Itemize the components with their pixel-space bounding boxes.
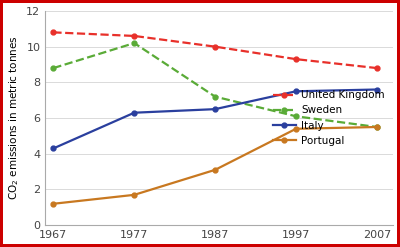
United Kingdom [132, 35, 137, 38]
United Kingdom [51, 31, 56, 34]
Line: Italy: Italy [51, 87, 379, 151]
Line: United Kingdom: United Kingdom [51, 30, 379, 70]
Sweden [132, 41, 137, 44]
Line: Portugal: Portugal [51, 124, 379, 206]
Legend: United Kingdom, Sweden, Italy, Portugal: United Kingdom, Sweden, Italy, Portugal [270, 87, 388, 149]
Portugal [374, 125, 379, 128]
Italy [51, 147, 56, 150]
Portugal [51, 202, 56, 205]
United Kingdom [374, 67, 379, 70]
Portugal [132, 193, 137, 196]
Italy [213, 108, 218, 111]
Line: Sweden: Sweden [51, 41, 379, 129]
Sweden [294, 115, 298, 118]
United Kingdom [294, 58, 298, 61]
Italy [294, 90, 298, 93]
Portugal [294, 127, 298, 130]
Y-axis label: CO$_2$ emissions in metric tonnes: CO$_2$ emissions in metric tonnes [7, 36, 21, 201]
Italy [374, 88, 379, 91]
United Kingdom [213, 45, 218, 48]
Italy [132, 111, 137, 114]
Sweden [374, 125, 379, 128]
Portugal [213, 168, 218, 171]
Sweden [213, 95, 218, 98]
Sweden [51, 67, 56, 70]
